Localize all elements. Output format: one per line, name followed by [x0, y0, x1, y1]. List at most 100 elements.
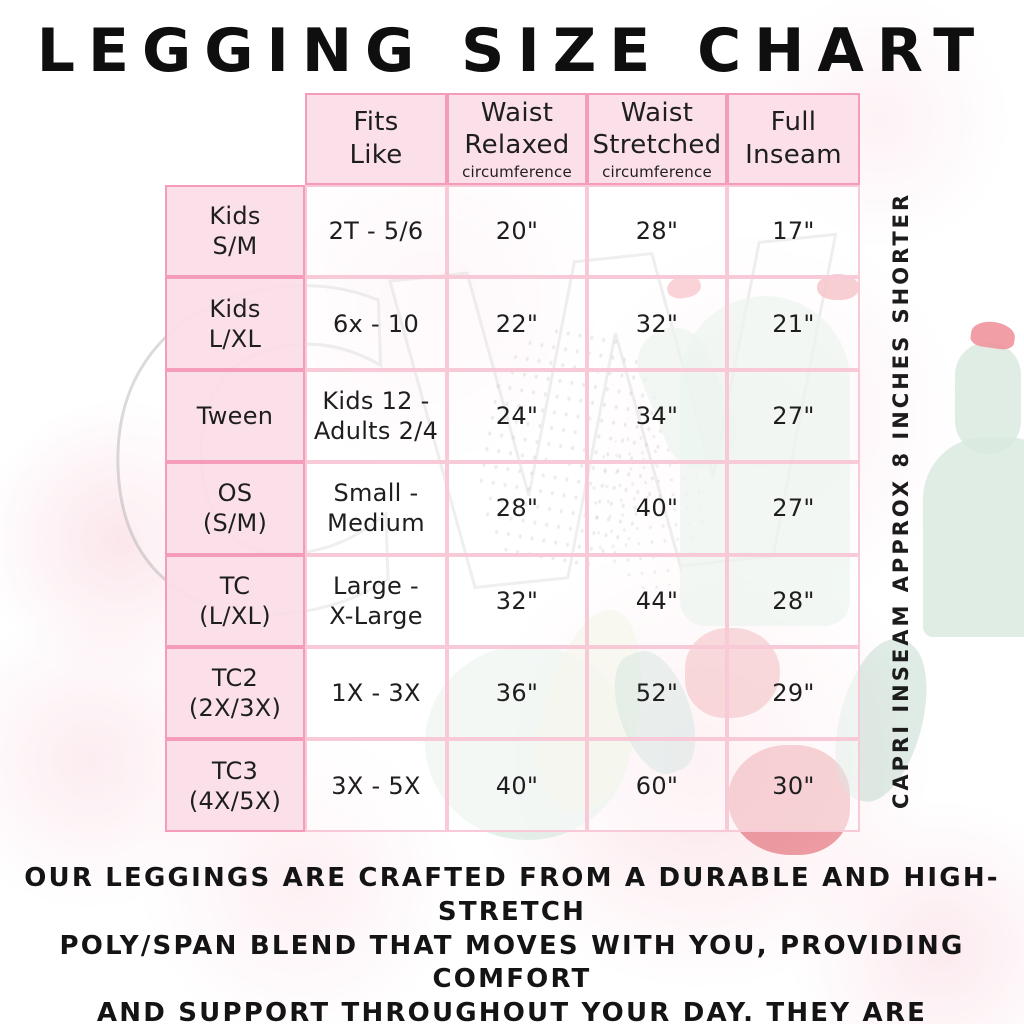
cell-text: 32" — [495, 586, 539, 615]
description-line: POLY/SPAN BLEND THAT MOVES WITH YOU, PRO… — [59, 930, 965, 995]
product-description: OUR LEGGINGS ARE CRAFTED FROM A DURABLE … — [16, 862, 1008, 1024]
cell-full-inseam: 27" — [727, 462, 860, 555]
cell-text: Large - — [333, 571, 419, 600]
row-header-tc3: TC3 (4X/5X) — [165, 739, 305, 832]
cell-waist-stretched: 34" — [587, 369, 727, 463]
cell-fits-like: 1X - 3X — [305, 646, 447, 740]
row-header-kids-sm: Kids S/M — [165, 185, 305, 278]
row-header-tc-lxl: TC (L/XL) — [165, 554, 305, 647]
cell-fits-like: Small - Medium — [305, 462, 447, 555]
cell-waist-relaxed: 20" — [447, 185, 587, 278]
cell-text: Medium — [327, 509, 425, 538]
page-title: LEGGING SIZE CHART — [36, 16, 988, 86]
cell-waist-stretched: 60" — [587, 739, 727, 832]
header-text: Stretched — [592, 130, 722, 161]
cell-text: 27" — [772, 401, 815, 430]
header-subtext: circumference — [602, 162, 712, 181]
cell-text: 20" — [495, 217, 539, 246]
cell-waist-relaxed: 22" — [447, 277, 587, 370]
header-text: Inseam — [745, 139, 842, 170]
cell-text: L/XL — [208, 324, 262, 353]
cactus-pad-shape — [955, 342, 1021, 454]
cell-waist-stretched: 40" — [587, 462, 727, 555]
cell-waist-stretched: 52" — [587, 646, 727, 740]
cell-text: 24" — [495, 401, 539, 430]
description-line: OUR LEGGINGS ARE CRAFTED FROM A DURABLE … — [24, 863, 1000, 927]
cell-waist-stretched: 28" — [587, 185, 727, 278]
cactus-illustration — [915, 292, 1024, 637]
column-header-waist-stretched: Waist Stretched circumference — [587, 93, 727, 185]
header-text: Waist — [480, 97, 554, 128]
cell-text: 40" — [635, 494, 679, 523]
cell-text: Kids — [209, 294, 261, 323]
capri-inseam-note: CAPRI INSEAM APPROX 8 INCHES SHORTER — [889, 191, 913, 810]
cell-text: 60" — [635, 771, 679, 800]
cell-text: 40" — [495, 771, 539, 800]
table-corner-cell — [165, 93, 305, 185]
cell-text: (S/M) — [202, 509, 268, 538]
header-text: Full — [770, 107, 817, 137]
cell-fits-like: Large - X-Large — [305, 554, 447, 647]
header-text: Fits — [353, 107, 399, 137]
cell-full-inseam: 29" — [727, 646, 860, 740]
cactus-pad-shape — [923, 437, 1024, 637]
cell-text: 2T - 5/6 — [328, 217, 424, 246]
cell-waist-stretched: 44" — [587, 554, 727, 647]
cell-waist-relaxed: 40" — [447, 739, 587, 832]
size-chart-table: Fits Like Waist Relaxed circumference Wa… — [165, 93, 860, 832]
cell-waist-relaxed: 24" — [447, 369, 587, 463]
cell-text: 29" — [772, 679, 815, 708]
cell-fits-like: 3X - 5X — [305, 739, 447, 832]
row-header-os-sm: OS (S/M) — [165, 462, 305, 555]
cell-text: S/M — [212, 232, 258, 261]
cell-full-inseam: 30" — [727, 739, 860, 832]
header-text: Relaxed — [464, 130, 570, 161]
cell-full-inseam: 28" — [727, 554, 860, 647]
column-header-fits-like: Fits Like — [305, 93, 447, 185]
cell-text: 1X - 3X — [331, 679, 421, 708]
cell-waist-relaxed: 28" — [447, 462, 587, 555]
cell-text: (L/XL) — [199, 601, 271, 630]
description-line: AND SUPPORT THROUGHOUT YOUR DAY. THEY AR… — [96, 998, 928, 1024]
cell-text: 28" — [495, 494, 539, 523]
cell-text: 28" — [635, 217, 679, 246]
cell-text: TC — [219, 571, 251, 600]
cell-text: 21" — [772, 309, 815, 338]
cell-full-inseam: 21" — [727, 277, 860, 370]
cell-text: 6x - 10 — [332, 309, 420, 338]
cell-waist-stretched: 32" — [587, 277, 727, 370]
cell-text: (2X/3X) — [188, 694, 282, 723]
cell-text: 32" — [635, 309, 679, 338]
cell-text: 17" — [772, 217, 815, 246]
cell-full-inseam: 27" — [727, 369, 860, 463]
cell-waist-relaxed: 36" — [447, 646, 587, 740]
cell-text: OS — [217, 479, 253, 508]
cell-text: 36" — [495, 679, 539, 708]
cell-fits-like: 2T - 5/6 — [305, 185, 447, 278]
cell-text: Kids 12 - — [322, 386, 430, 415]
cell-text: TC2 — [211, 664, 259, 693]
cell-text: 3X - 5X — [331, 771, 421, 800]
cell-text: X-Large — [329, 601, 423, 630]
column-header-full-inseam: Full Inseam — [727, 93, 860, 185]
header-text: Like — [349, 139, 403, 170]
column-header-waist-relaxed: Waist Relaxed circumference — [447, 93, 587, 185]
cell-fits-like: Kids 12 - Adults 2/4 — [305, 369, 447, 463]
cell-fits-like: 6x - 10 — [305, 277, 447, 370]
header-text: Waist — [620, 97, 694, 128]
cell-full-inseam: 17" — [727, 185, 860, 278]
cell-text: Tween — [196, 401, 274, 430]
cell-text: (4X/5X) — [188, 786, 282, 815]
header-subtext: circumference — [462, 162, 572, 181]
cell-text: 28" — [772, 586, 815, 615]
cell-text: Adults 2/4 — [313, 416, 439, 445]
cell-waist-relaxed: 32" — [447, 554, 587, 647]
row-header-kids-lxl: Kids L/XL — [165, 277, 305, 370]
cell-text: Small - — [333, 479, 419, 508]
cell-text: Kids — [209, 202, 261, 231]
cell-text: 27" — [772, 494, 815, 523]
row-header-tween: Tween — [165, 369, 305, 463]
cell-text: 52" — [635, 679, 679, 708]
cell-text: 44" — [635, 586, 679, 615]
